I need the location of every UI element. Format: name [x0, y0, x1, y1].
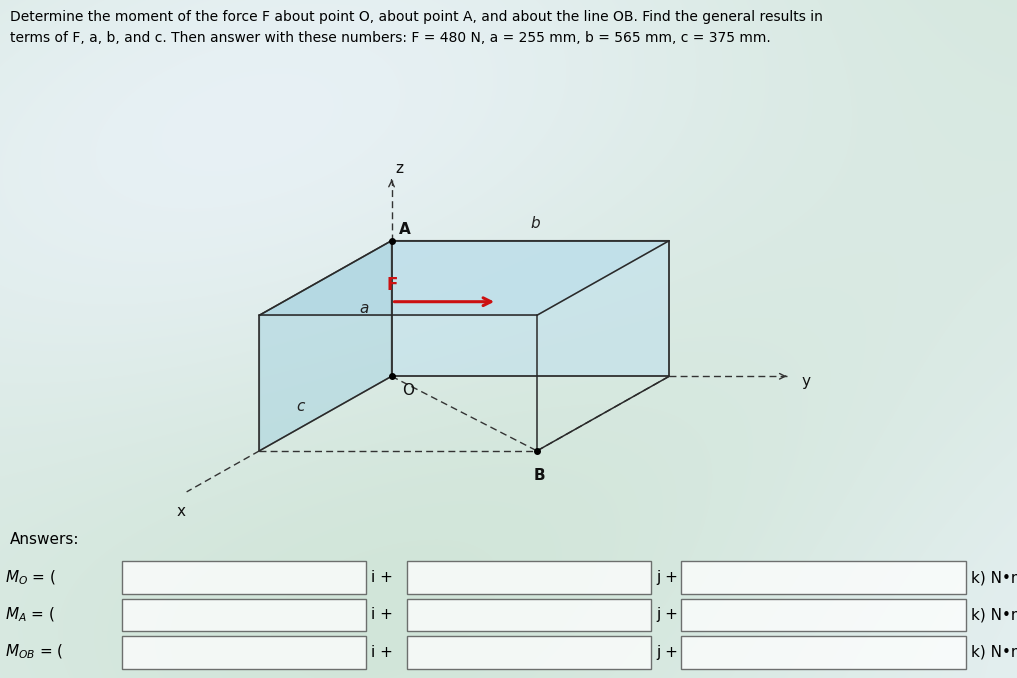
Text: i +: i + [371, 645, 394, 660]
FancyBboxPatch shape [407, 599, 651, 631]
Text: $M_{OB}$ = (: $M_{OB}$ = ( [5, 643, 63, 662]
FancyBboxPatch shape [122, 561, 366, 594]
Text: a: a [360, 301, 369, 316]
Text: c: c [297, 399, 305, 414]
Polygon shape [259, 241, 669, 315]
Text: j +: j + [656, 607, 678, 622]
Text: k) N•m: k) N•m [971, 570, 1017, 585]
Text: z: z [396, 161, 404, 176]
FancyBboxPatch shape [122, 636, 366, 669]
FancyBboxPatch shape [407, 636, 651, 669]
Text: i +: i + [371, 570, 394, 585]
Text: A: A [399, 222, 411, 237]
Text: terms of F, a, b, and c. Then answer with these numbers: F = 480 N, a = 255 mm, : terms of F, a, b, and c. Then answer wit… [10, 31, 771, 45]
FancyBboxPatch shape [681, 599, 966, 631]
Text: $M_A$ = (: $M_A$ = ( [5, 605, 55, 624]
Text: k) N•m: k) N•m [971, 645, 1017, 660]
Text: Answers:: Answers: [10, 532, 79, 547]
Text: y: y [802, 374, 811, 389]
Polygon shape [392, 241, 669, 376]
Text: Determine the moment of the force F about point O, about point A, and about the : Determine the moment of the force F abou… [10, 10, 823, 24]
FancyBboxPatch shape [681, 561, 966, 594]
Text: B: B [533, 468, 545, 483]
Text: j +: j + [656, 570, 678, 585]
FancyBboxPatch shape [681, 636, 966, 669]
Text: b: b [531, 216, 540, 231]
Text: $M_O$ = (: $M_O$ = ( [5, 568, 56, 587]
Text: j +: j + [656, 645, 678, 660]
FancyBboxPatch shape [407, 561, 651, 594]
Text: i +: i + [371, 607, 394, 622]
Text: O: O [402, 383, 414, 398]
Text: x: x [177, 504, 186, 519]
FancyBboxPatch shape [122, 599, 366, 631]
Text: F: F [386, 275, 398, 294]
Polygon shape [259, 241, 392, 451]
Text: k) N•m: k) N•m [971, 607, 1017, 622]
